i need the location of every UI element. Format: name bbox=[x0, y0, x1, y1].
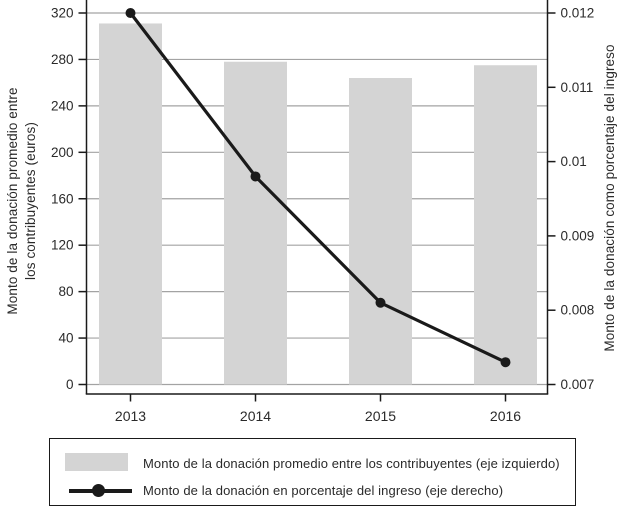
right-tick-label: 0.011 bbox=[561, 80, 594, 95]
x-tick-label: 2015 bbox=[365, 408, 396, 424]
left-tick-label: 40 bbox=[58, 331, 73, 346]
right-tick-label: 0.01 bbox=[561, 154, 587, 169]
bar-2014 bbox=[224, 61, 287, 385]
legend-label-line: Monto de la donación en porcentaje del i… bbox=[143, 483, 504, 498]
left-tick-label: 200 bbox=[51, 145, 74, 160]
legend-box: Monto de la donación promedio entre los … bbox=[49, 438, 576, 506]
line-series bbox=[128, 11, 508, 364]
x-tick-label: 2014 bbox=[240, 408, 271, 424]
line-point-2015 bbox=[375, 297, 386, 308]
line-point-2013 bbox=[125, 8, 136, 18]
bar-2016 bbox=[474, 65, 537, 385]
right-tick-label: 0.008 bbox=[561, 303, 595, 318]
legend-label-bars: Monto de la donación promedio entre los … bbox=[143, 456, 560, 471]
legend-bar-swatch bbox=[65, 453, 128, 471]
right-tick-label: 0.009 bbox=[561, 228, 595, 243]
right-tick-label: 0.012 bbox=[561, 6, 595, 21]
line-point-2014 bbox=[250, 171, 261, 182]
left-tick-label: 80 bbox=[58, 284, 73, 299]
left-tick-label: 120 bbox=[51, 238, 74, 253]
line-point-2016 bbox=[500, 357, 511, 368]
left-tick-label: 160 bbox=[51, 191, 74, 206]
left-tick-label: 320 bbox=[51, 6, 74, 21]
left-tick-label: 0 bbox=[66, 377, 74, 392]
bar-2015 bbox=[349, 78, 412, 385]
left-tick-label: 240 bbox=[51, 98, 74, 113]
right-tick-label: 0.007 bbox=[561, 377, 595, 392]
left-tick-label: 280 bbox=[51, 52, 74, 67]
x-tick-label: 2016 bbox=[490, 408, 521, 424]
chart-plot-area: 0 40 80 120 160 200 240 280 320 0.007 0.008 0.009 0.… bbox=[51, 0, 595, 424]
bar-2013 bbox=[99, 23, 162, 385]
x-tick-label: 2013 bbox=[115, 408, 146, 424]
legend-line-marker-icon bbox=[92, 484, 105, 497]
